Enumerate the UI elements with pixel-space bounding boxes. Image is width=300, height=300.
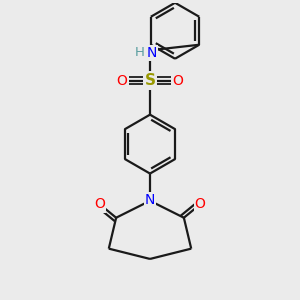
Text: O: O — [172, 74, 183, 88]
Text: O: O — [94, 197, 105, 212]
Text: O: O — [195, 197, 206, 212]
Text: S: S — [145, 73, 155, 88]
Text: N: N — [146, 46, 157, 60]
Text: H: H — [135, 46, 145, 59]
Text: N: N — [145, 193, 155, 207]
Text: O: O — [117, 74, 128, 88]
